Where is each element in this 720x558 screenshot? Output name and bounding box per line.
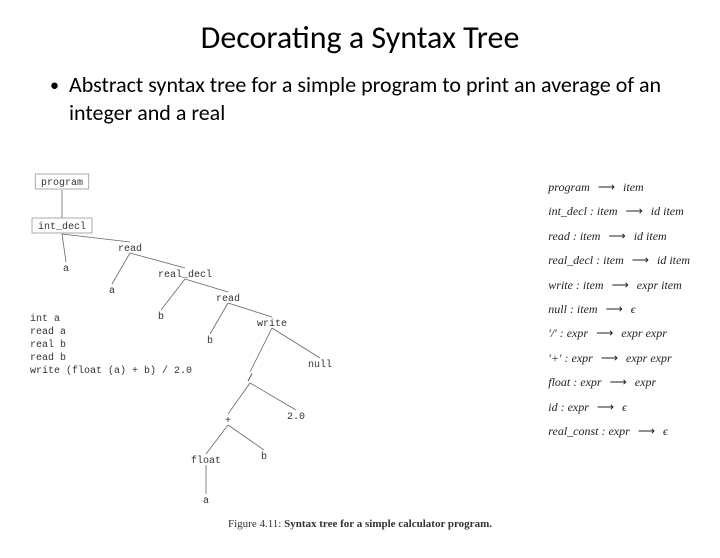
grammar-row: '+' : expr⟶expr expr xyxy=(548,347,690,370)
tree-node-label: null xyxy=(308,359,332,371)
grammar-row: read : item⟶id item xyxy=(548,225,690,248)
grammar-row: int_decl : item⟶id item xyxy=(548,200,690,223)
bullet-marker: • xyxy=(50,74,59,96)
code-line: read a xyxy=(30,326,192,339)
code-line: real b xyxy=(30,339,192,352)
code-line: int a xyxy=(30,313,192,326)
grammar-row: write : item⟶expr item xyxy=(548,274,690,297)
bullet-text: Abstract syntax tree for a simple progra… xyxy=(69,71,720,127)
tree-node-label: 2.0 xyxy=(287,412,305,423)
tree-node-label: b xyxy=(261,451,267,463)
caption-prefix: Figure 4.11: xyxy=(228,518,284,530)
tree-node-label: + xyxy=(225,416,231,427)
tree-node-label: a xyxy=(203,496,209,507)
tree-node-label: int_decl xyxy=(38,221,86,233)
grammar-row: real_decl : item⟶id item xyxy=(548,249,690,272)
tree-node-label: a xyxy=(63,264,69,275)
tree-node-label: a xyxy=(109,286,115,297)
grammar-row: float : expr⟶expr xyxy=(548,371,690,394)
code-listing: int aread areal bread bwrite (float (a) … xyxy=(30,313,192,378)
tree-node-label: float xyxy=(191,455,221,467)
tree-node-label: / xyxy=(247,373,253,385)
grammar-row: '/' : expr⟶expr expr xyxy=(548,322,690,345)
bullet-line: • Abstract syntax tree for a simple prog… xyxy=(50,71,720,127)
grammar-row: id : expr⟶ϵ xyxy=(548,396,690,419)
grammar-row: program⟶item xyxy=(548,176,690,199)
grammar-rules: program⟶itemint_decl : item⟶id itemread … xyxy=(548,176,690,444)
diagram-area: program int_decla read a real_declb read b writ… xyxy=(20,168,700,538)
caption-body: Syntax tree for a simple calculator prog… xyxy=(284,518,492,530)
tree-node-label: program xyxy=(41,178,83,189)
tree-node-label: real_decl xyxy=(158,269,212,281)
tree-node-label: read xyxy=(216,293,240,305)
tree-node-label: read xyxy=(118,243,142,255)
grammar-row: real_const : expr⟶ϵ xyxy=(548,420,690,443)
figure-caption: Figure 4.11: Syntax tree for a simple ca… xyxy=(20,518,700,530)
grammar-row: null : item⟶ϵ xyxy=(548,298,690,321)
code-line: read b xyxy=(30,352,192,365)
slide-title: Decorating a Syntax Tree xyxy=(0,18,720,57)
code-line: write (float (a) + b) / 2.0 xyxy=(30,365,192,378)
tree-node-label: b xyxy=(207,335,213,347)
tree-node-label: write xyxy=(257,318,287,330)
